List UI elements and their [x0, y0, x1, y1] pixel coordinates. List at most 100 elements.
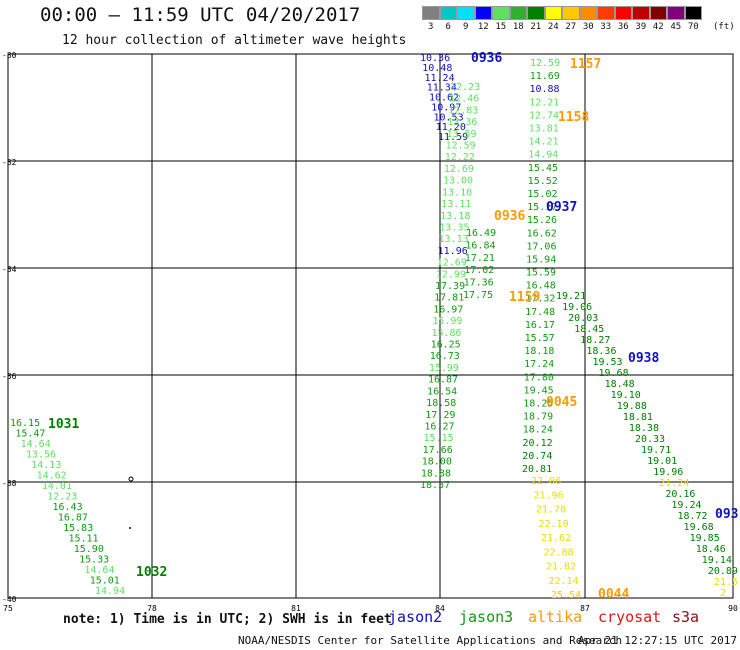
wave-height-value: 18.25	[523, 399, 553, 410]
scale-label: 3	[428, 22, 434, 32]
wave-height-value: 17.39	[435, 281, 465, 292]
legend-jason3: jason3	[459, 608, 514, 626]
wave-height-value: 19.21	[556, 291, 586, 302]
wave-height-value: 18.18	[524, 346, 554, 357]
map-title: 00:00 – 11:59 UTC 04/20/2017	[40, 4, 361, 26]
wave-height-value: 18.79	[523, 412, 553, 423]
scale-label: 24	[547, 22, 559, 32]
wave-height-value: 18.37	[420, 480, 450, 491]
wave-height-value: 17.48	[525, 307, 555, 318]
scale-label: 15	[495, 22, 507, 32]
wave-height-value: 12.23	[450, 82, 480, 93]
wave-height-value: 15.86	[431, 328, 461, 339]
wave-height-value: 11.34	[427, 83, 457, 94]
wave-height-value: 13.11	[441, 199, 471, 210]
wave-height-value: 14.64	[21, 439, 51, 450]
wave-height-value: 19.53	[592, 357, 622, 368]
wave-height-value: 15.99	[429, 363, 459, 374]
scale-unit: (ft)	[713, 22, 735, 32]
scale-label: 21	[530, 22, 542, 32]
wave-height-value: 16.15	[10, 418, 40, 429]
map-subtitle: 12 hour collection of altimeter wave hei…	[62, 33, 407, 48]
wave-height-value: 11.20	[436, 122, 466, 133]
wave-height-value: 16.87	[428, 375, 458, 386]
wave-height-value: 17.24	[524, 359, 554, 370]
wave-height-value: 15.94	[526, 254, 556, 265]
wave-height-value: 11.24	[425, 73, 455, 84]
wave-height-value: 14.62	[37, 471, 67, 482]
wave-height-value: 17.81	[434, 293, 464, 304]
wave-height-value: 14.94	[95, 586, 125, 597]
wave-height-value: 19.88	[617, 401, 647, 412]
y-tick-label: -34	[2, 265, 17, 274]
scale-swatch	[684, 6, 702, 20]
wave-height-value: 11.96	[438, 246, 468, 257]
wave-height-value: 18.72	[677, 511, 707, 522]
wave-height-value: 18.38	[629, 423, 659, 434]
wave-height-value: 16.54	[427, 386, 457, 397]
scale-swatch	[457, 6, 475, 20]
wave-height-value: 15.15	[424, 433, 454, 444]
scale-swatch	[544, 6, 562, 20]
wave-height-value: 21.24	[659, 478, 689, 489]
wave-height-value: 16.48	[526, 281, 556, 292]
wave-height-value: 10.97	[431, 102, 461, 113]
wave-height-value: 21.70	[536, 505, 566, 516]
wave-height-value: 21.5	[714, 577, 738, 588]
wave-height-value: 13.81	[529, 123, 559, 134]
wave-height-value: 22.10	[539, 519, 569, 530]
wave-height-value: 18.58	[426, 398, 456, 409]
pass-time-label: 0936	[494, 209, 525, 224]
wave-height-value: 22.06	[531, 476, 561, 487]
wave-height-value: 15.83	[63, 523, 93, 534]
scale-swatch	[649, 6, 667, 20]
note-text: note: 1) Time is in UTC; 2) SWH is in fe…	[63, 612, 392, 627]
wave-height-value: 13.00	[443, 176, 473, 187]
scale-swatch	[509, 6, 527, 20]
scale-label: 18	[512, 22, 524, 32]
wave-height-value: 12.59	[530, 58, 560, 69]
footer-credit: NOAA/NESDIS Center for Satellite Applica…	[238, 634, 623, 647]
wave-height-value: 12.21	[529, 97, 559, 108]
pass-time-label: 1157	[570, 57, 601, 72]
map-frame	[7, 53, 734, 599]
wave-height-value: 12.74	[529, 110, 559, 121]
scale-swatch	[667, 6, 685, 20]
island-marker	[128, 476, 134, 482]
color-scale	[422, 6, 702, 20]
wave-height-value: 19.68	[684, 522, 714, 533]
scale-label: 27	[565, 22, 577, 32]
scale-swatch	[597, 6, 615, 20]
scale-swatch	[614, 6, 632, 20]
wave-height-value: 19.10	[611, 390, 641, 401]
wave-height-value: 19.14	[702, 555, 732, 566]
wave-height-value: 22.88	[544, 547, 574, 558]
wave-height-value: 17.66	[423, 445, 453, 456]
x-tick-label: 81	[291, 604, 301, 613]
scale-label: 39	[635, 22, 647, 32]
wave-height-value: 25.54	[551, 590, 581, 601]
wave-height-value: 12.46	[449, 94, 479, 105]
wave-height-value: 20.81	[522, 464, 552, 475]
wave-height-value: 15.17	[527, 202, 557, 213]
wave-height-value: 15.11	[68, 534, 98, 545]
wave-height-value: 19.06	[562, 302, 592, 313]
wave-height-value: 17.06	[526, 241, 556, 252]
legend-s3a: s3a	[672, 608, 700, 626]
scale-swatch	[579, 6, 597, 20]
wave-height-value: 18.88	[421, 468, 451, 479]
y-tick-label: -40	[2, 595, 17, 604]
wave-height-value: 16.73	[430, 351, 460, 362]
wave-height-value: 16.27	[424, 421, 454, 432]
wave-height-value: 13.56	[26, 450, 56, 461]
pass-time-labels: 0936 115711580937093611590938004500440931…	[48, 51, 738, 602]
scale-label: 9	[463, 22, 469, 32]
wave-height-value: 18.00	[422, 457, 452, 468]
wave-height-value: 15.02	[527, 189, 557, 200]
island-dot	[129, 527, 131, 529]
wave-height-value: 18.27	[580, 335, 610, 346]
wave-height-value: 19.96	[653, 467, 683, 478]
wave-height-value: 16.49	[466, 228, 496, 239]
graticule	[7, 53, 734, 599]
wave-height-value: 17.21	[465, 253, 495, 264]
